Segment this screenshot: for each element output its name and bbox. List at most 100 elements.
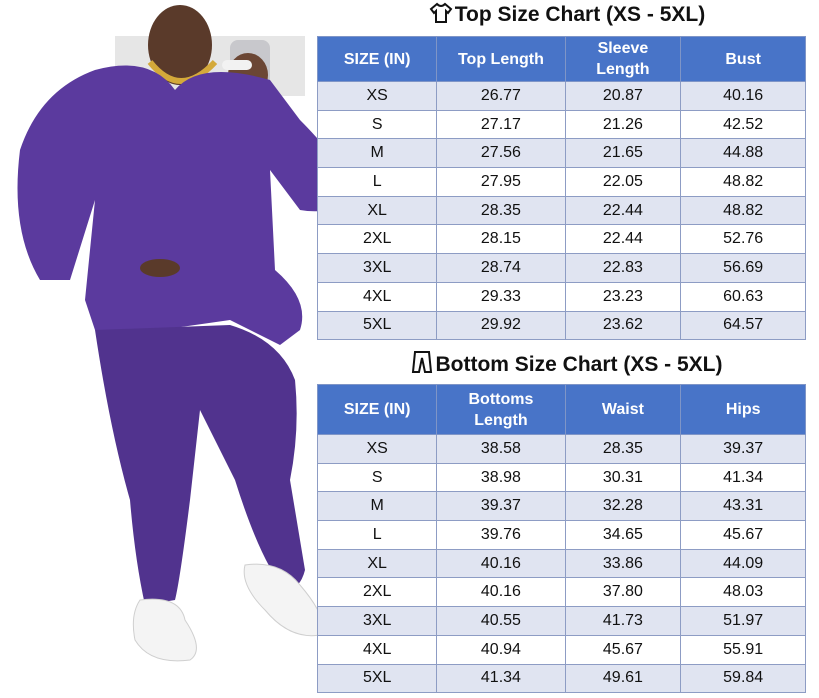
column-header: Sleeve Length <box>564 36 682 82</box>
measure-cell: 39.37 <box>680 434 806 464</box>
measure-cell: 27.95 <box>436 167 566 197</box>
column-header: SIZE (IN) <box>316 384 438 435</box>
column-header: Top Length <box>436 36 566 82</box>
top-title: Top Size Chart (XS - 5XL) <box>317 2 817 27</box>
measure-cell: 40.16 <box>436 577 566 608</box>
measure-cell: 26.77 <box>436 81 566 111</box>
measure-cell: 28.35 <box>436 195 566 226</box>
header-row: SIZE (IN) Top Length Sleeve Length Bust <box>316 36 806 82</box>
measure-cell: 28.35 <box>564 434 682 464</box>
measure-cell: 40.55 <box>436 606 566 636</box>
measure-cell: 59.84 <box>680 663 806 694</box>
size-cell: M <box>316 491 438 522</box>
size-cell: XS <box>316 434 438 464</box>
size-cell: 3XL <box>316 606 438 636</box>
measure-cell: 21.65 <box>564 138 682 169</box>
size-cell: XL <box>316 548 438 579</box>
bottom-title-text: Bottom Size Chart (XS - 5XL) <box>435 353 723 376</box>
shirt-icon <box>429 2 453 23</box>
data-row: M 39.37 32.28 43.31 <box>316 491 806 522</box>
size-cell: L <box>316 167 438 197</box>
measure-cell: 41.34 <box>680 462 806 493</box>
measure-cell: 56.69 <box>680 253 806 283</box>
data-row: XS 26.77 20.87 40.16 <box>316 81 806 111</box>
data-row: 4XL 29.33 23.23 60.63 <box>316 281 806 312</box>
size-cell: 3XL <box>316 253 438 283</box>
measure-cell: 23.23 <box>564 281 682 312</box>
measure-cell: 38.58 <box>436 434 566 464</box>
size-cell: 2XL <box>316 577 438 608</box>
column-header: SIZE (IN) <box>316 36 438 82</box>
column-header: Bottoms Length <box>436 384 566 435</box>
measure-cell: 29.33 <box>436 281 566 312</box>
measure-cell: 51.97 <box>680 606 806 636</box>
data-row: 5XL 41.34 49.61 59.84 <box>316 663 806 694</box>
measure-cell: 34.65 <box>564 520 682 550</box>
measure-cell: 55.91 <box>680 634 806 665</box>
data-row: 2XL 28.15 22.44 52.76 <box>316 224 806 255</box>
measure-cell: 48.03 <box>680 577 806 608</box>
column-header: Hips <box>680 384 806 435</box>
data-row: S 38.98 30.31 41.34 <box>316 462 806 493</box>
bottom-title: Bottom Size Chart (XS - 5XL) <box>317 350 817 377</box>
measure-cell: 60.63 <box>680 281 806 312</box>
data-row: XL 28.35 22.44 48.82 <box>316 195 806 226</box>
bottom-size-table: SIZE (IN) Bottoms Length Waist Hips XS 38.58 2… <box>316 384 806 694</box>
measure-cell: 29.92 <box>436 310 566 341</box>
measure-cell: 43.31 <box>680 491 806 522</box>
measure-cell: 41.34 <box>436 663 566 694</box>
measure-cell: 27.17 <box>436 109 566 140</box>
measure-cell: 41.73 <box>564 606 682 636</box>
measure-cell: 48.82 <box>680 195 806 226</box>
measure-cell: 39.37 <box>436 491 566 522</box>
model-photo <box>17 5 317 662</box>
measure-cell: 22.83 <box>564 253 682 283</box>
measure-cell: 45.67 <box>564 634 682 665</box>
size-cell: 5XL <box>316 310 438 341</box>
data-row: 3XL 28.74 22.83 56.69 <box>316 253 806 283</box>
size-cell: XS <box>316 81 438 111</box>
pants-icon <box>412 351 433 373</box>
measure-cell: 27.56 <box>436 138 566 169</box>
measure-cell: 40.94 <box>436 634 566 665</box>
measure-cell: 49.61 <box>564 663 682 694</box>
measure-cell: 23.62 <box>564 310 682 341</box>
size-cell: 5XL <box>316 663 438 694</box>
data-row: 4XL 40.94 45.67 55.91 <box>316 634 806 665</box>
measure-cell: 40.16 <box>436 548 566 579</box>
data-row: 2XL 40.16 37.80 48.03 <box>316 577 806 608</box>
measure-cell: 22.44 <box>564 224 682 255</box>
measure-cell: 33.86 <box>564 548 682 579</box>
size-cell: 2XL <box>316 224 438 255</box>
measure-cell: 64.57 <box>680 310 806 341</box>
measure-cell: 22.44 <box>564 195 682 226</box>
data-row: L 39.76 34.65 45.67 <box>316 520 806 550</box>
size-cell: S <box>316 462 438 493</box>
data-row: M 27.56 21.65 44.88 <box>316 138 806 169</box>
data-row: 3XL 40.55 41.73 51.97 <box>316 606 806 636</box>
data-row: XL 40.16 33.86 44.09 <box>316 548 806 579</box>
measure-cell: 48.82 <box>680 167 806 197</box>
column-header: Waist <box>564 384 682 435</box>
measure-cell: 28.15 <box>436 224 566 255</box>
measure-cell: 37.80 <box>564 577 682 608</box>
top-title-text: Top Size Chart (XS - 5XL) <box>454 3 706 26</box>
measure-cell: 45.67 <box>680 520 806 550</box>
measure-cell: 32.28 <box>564 491 682 522</box>
measure-cell: 52.76 <box>680 224 806 255</box>
size-cell: M <box>316 138 438 169</box>
measure-cell: 20.87 <box>564 81 682 111</box>
measure-cell: 44.88 <box>680 138 806 169</box>
data-row: L 27.95 22.05 48.82 <box>316 167 806 197</box>
data-row: S 27.17 21.26 42.52 <box>316 109 806 140</box>
measure-cell: 40.16 <box>680 81 806 111</box>
size-cell: 4XL <box>316 281 438 312</box>
measure-cell: 28.74 <box>436 253 566 283</box>
size-cell: S <box>316 109 438 140</box>
measure-cell: 21.26 <box>564 109 682 140</box>
measure-cell: 42.52 <box>680 109 806 140</box>
measure-cell: 22.05 <box>564 167 682 197</box>
header-row: SIZE (IN) Bottoms Length Waist Hips <box>316 384 806 435</box>
size-cell: L <box>316 520 438 550</box>
